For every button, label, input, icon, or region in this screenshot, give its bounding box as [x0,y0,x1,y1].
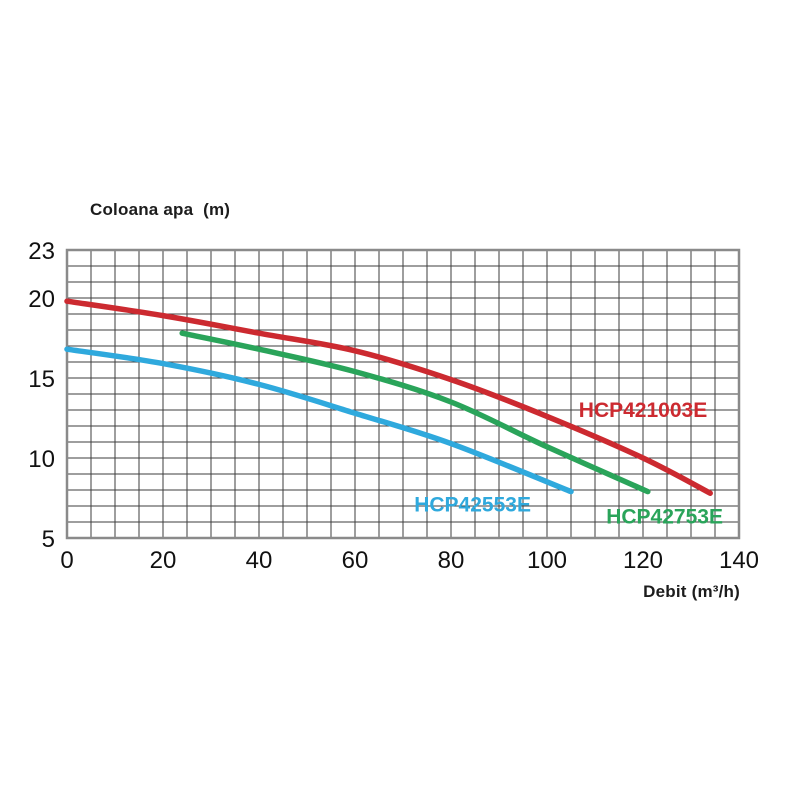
x-axis-tick: 40 [246,547,273,574]
chart-title: Coloana apa (m) [90,200,231,219]
y-axis-tick: 10 [28,446,55,473]
x-axis-tick: 120 [623,547,663,574]
x-axis-tick: 60 [342,547,369,574]
x-axis-tick: 0 [60,547,73,574]
curve-label-HCP421003E: HCP421003E [579,399,707,422]
curve-HCP42753E [179,330,651,495]
y-axis-tick: 23 [28,238,55,265]
x-axis-tick: 80 [438,547,465,574]
curve-HCP421003E [64,298,713,496]
curve-label-HCP42753E: HCP42753E [606,505,723,528]
y-axis-tick: 15 [28,366,55,393]
x-axis-label: Debit (m³/h) [643,582,740,601]
curve-HCP42553E [64,346,574,495]
x-axis-tick: 100 [527,547,567,574]
plot-border [65,248,741,540]
curve-label-HCP42553E: HCP42553E [414,493,531,516]
x-axis-tick: 140 [719,547,759,574]
y-axis-tick: 5 [42,526,55,553]
x-axis-tick: 20 [150,547,177,574]
y-axis-tick: 20 [28,286,55,313]
